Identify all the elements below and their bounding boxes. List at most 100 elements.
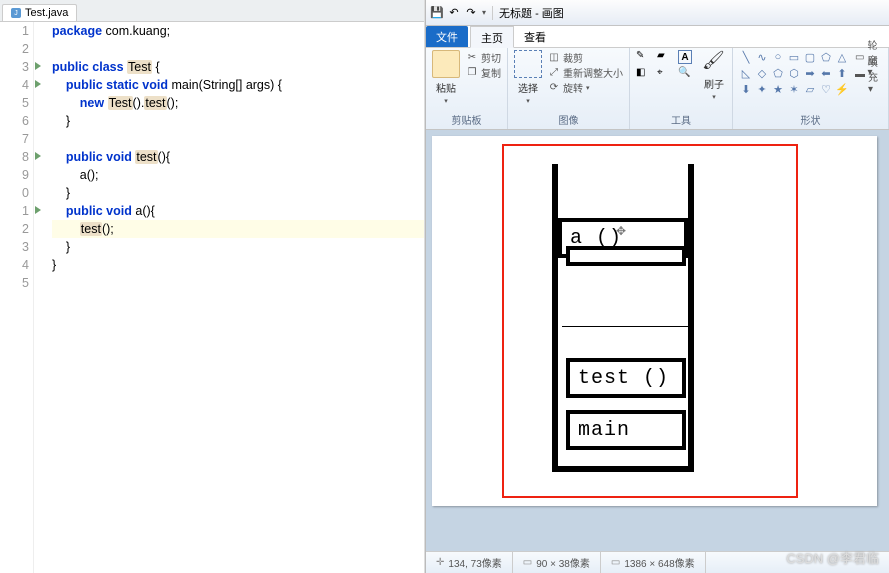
stack-frame-box (566, 246, 686, 266)
resize-icon: ⤢ (548, 67, 560, 79)
shape-hex-icon[interactable]: ⬡ (787, 66, 801, 80)
stack-border (552, 466, 694, 472)
ribbon-group-tools: ✎ ▰ A ◧ ⌖ 🔍 🖌 刷子 ▾ 工具 (630, 48, 733, 129)
line-gutter: 123456789012345 (0, 22, 34, 573)
shape-rect-icon[interactable]: ▭ (787, 50, 801, 64)
tab-view[interactable]: 查看 (514, 26, 556, 47)
ribbon: 粘贴 ▾ ✂剪切 ❐复制 剪贴板 选择 ▾ (426, 48, 889, 130)
code-line[interactable]: } (52, 112, 424, 130)
shape-diamond-icon[interactable]: ◇ (755, 66, 769, 80)
code-line[interactable]: public static void main(String[] args) { (52, 76, 424, 94)
status-position: ✛ 134, 73像素 (426, 552, 513, 573)
shape-uarrow-icon[interactable]: ⬆ (835, 66, 849, 80)
window-title: 无标题 - 画图 (499, 5, 564, 21)
code-line[interactable]: public class Test { (52, 58, 424, 76)
gutter-line: 3 (0, 58, 29, 76)
code-line[interactable] (52, 130, 424, 148)
gutter-line: 2 (0, 220, 29, 238)
position-icon: ✛ (436, 557, 444, 568)
code-line[interactable]: package com.kuang; (52, 22, 424, 40)
drawing-cursor-icon: ✥ (616, 224, 626, 238)
copy-button[interactable]: ❐复制 (466, 65, 501, 80)
shape-tri-icon[interactable]: △ (835, 50, 849, 64)
gutter-line: 4 (0, 256, 29, 274)
zoom-icon[interactable]: 🔍 (678, 67, 696, 78)
rotate-label: 旋转 (563, 80, 583, 95)
code-line[interactable]: } (52, 184, 424, 202)
resize-button[interactable]: ⤢重新调整大小 (548, 65, 623, 80)
shape-star4-icon[interactable]: ✦ (755, 82, 769, 96)
code-line[interactable]: new Test().test(); (52, 94, 424, 112)
status-pos-text: 134, 73像素 (448, 555, 501, 570)
gutter-line: 1 (0, 202, 29, 220)
status-sel-text: 90 × 38像素 (536, 555, 590, 570)
paste-label: 粘贴 (436, 80, 456, 95)
redo-icon[interactable]: ↷ (464, 6, 478, 20)
fillshape-button[interactable]: ▬填充 ▾ (855, 67, 882, 82)
code-line[interactable]: } (52, 256, 424, 274)
select-button[interactable]: 选择 ▾ (514, 50, 542, 105)
crop-button[interactable]: ◫裁剪 (548, 50, 623, 65)
editor-tab-label: Test.java (25, 7, 68, 19)
qat-customize-icon[interactable]: ▾ (482, 8, 486, 17)
code-line[interactable]: public void test(){ (52, 148, 424, 166)
gutter-line: 8 (0, 148, 29, 166)
code-line[interactable] (52, 40, 424, 58)
shape-oval-icon[interactable]: ○ (771, 50, 785, 64)
picker-icon[interactable]: ⌖ (657, 67, 675, 78)
code-line[interactable]: public void a(){ (52, 202, 424, 220)
gutter-line: 2 (0, 40, 29, 58)
status-selection: ▭90 × 38像素 (513, 552, 601, 573)
rotate-button[interactable]: ⟳旋转▾ (548, 80, 623, 95)
cut-button[interactable]: ✂剪切 (466, 50, 501, 65)
tab-file[interactable]: 文件 (426, 26, 468, 47)
shape-star5-icon[interactable]: ★ (771, 82, 785, 96)
shape-roundrect-icon[interactable]: ▢ (803, 50, 817, 64)
shape-larrow-icon[interactable]: ⬅ (819, 66, 833, 80)
paint-titlebar[interactable]: 💾 ↶ ↷ ▾ 无标题 - 画图 (426, 0, 889, 26)
shape-poly-icon[interactable]: ⬠ (819, 50, 833, 64)
paste-button[interactable]: 粘贴 ▾ (432, 50, 460, 105)
canvas[interactable]: a ()test ()main✥ (432, 136, 877, 506)
shape-heart-icon[interactable]: ♡ (819, 82, 833, 96)
shape-callout-icon[interactable]: ▱ (803, 82, 817, 96)
brushes-button[interactable]: 🖌 刷子 ▾ (702, 50, 726, 101)
fill-icon[interactable]: ▰ (657, 50, 675, 64)
shape-curve-icon[interactable]: ∿ (755, 50, 769, 64)
shape-darrow-icon[interactable]: ⬇ (739, 82, 753, 96)
shape-star6-icon[interactable]: ✶ (787, 82, 801, 96)
undo-icon[interactable]: ↶ (447, 6, 461, 20)
shape-rtri-icon[interactable]: ◺ (739, 66, 753, 80)
gutter-line: 6 (0, 112, 29, 130)
quick-access-toolbar: 💾 ↶ ↷ (430, 6, 478, 20)
canvas-viewport[interactable]: a ()test ()main✥ (426, 130, 889, 551)
pencil-icon[interactable]: ✎ (636, 50, 654, 64)
code-line[interactable]: test(); (52, 220, 424, 238)
shapes-gallery[interactable]: ╲∿○▭▢⬠△ ◺◇⬠⬡➡⬅⬆ ⬇✦★✶▱♡⚡ (739, 50, 849, 96)
code-line[interactable]: a(); (52, 166, 424, 184)
brushes-label: 刷子 (704, 76, 724, 91)
shape-rarrow-icon[interactable]: ➡ (803, 66, 817, 80)
paint-window: 💾 ↶ ↷ ▾ 无标题 - 画图 文件 主页 查看 粘贴 ▾ (425, 0, 889, 573)
shape-bolt-icon[interactable]: ⚡ (835, 82, 849, 96)
watermark: CSDN @李君临 (786, 548, 879, 567)
rotate-icon: ⟳ (548, 82, 560, 94)
stack-frame-box: test () (566, 358, 686, 398)
stack-frame-box: main (566, 410, 686, 450)
eraser-icon[interactable]: ◧ (636, 67, 654, 78)
tab-home[interactable]: 主页 (470, 26, 514, 48)
code-line[interactable] (52, 274, 424, 292)
shape-line-icon[interactable]: ╲ (739, 50, 753, 64)
text-tool-icon[interactable]: A (678, 50, 692, 64)
code-editor[interactable]: 123456789012345 package com.kuang; public… (0, 22, 424, 573)
code-area[interactable]: package com.kuang; public class Test { pu… (34, 22, 424, 573)
code-line[interactable]: } (52, 238, 424, 256)
paste-icon (432, 50, 460, 78)
save-icon[interactable]: 💾 (430, 6, 444, 20)
image-group-label: 图像 (559, 112, 579, 129)
gutter-line: 3 (0, 238, 29, 256)
shape-pent-icon[interactable]: ⬠ (771, 66, 785, 80)
clipboard-group-label: 剪贴板 (452, 112, 482, 129)
gutter-line: 4 (0, 76, 29, 94)
editor-tab-testjava[interactable]: J Test.java (2, 4, 77, 21)
